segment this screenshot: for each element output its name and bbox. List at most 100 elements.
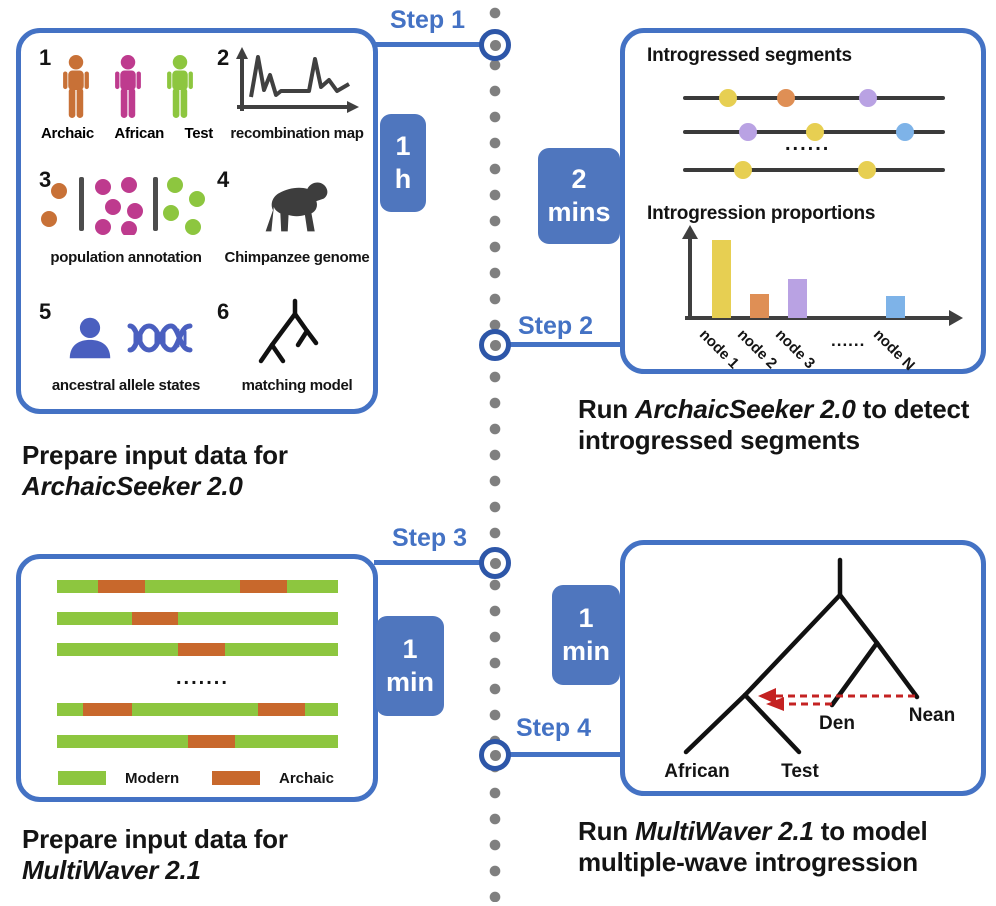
proportion-bar-blue	[886, 296, 905, 318]
tree-label-test: Test	[781, 761, 819, 782]
run-multiwaver-caption: Run MultiWaver 2.1 to model multiple-wav…	[578, 816, 928, 878]
run1-suffix: to detect	[855, 394, 970, 424]
tree-label-den: Den	[819, 713, 855, 734]
time-badge-2mins-unit: mins	[547, 197, 611, 227]
item2-number: 2	[217, 45, 230, 70]
time-badge-2mins: 2 mins	[538, 148, 620, 244]
prepare-archaicseeker-line2: ArchaicSeeker 2.0	[22, 471, 243, 501]
run1-prefix: Run	[578, 394, 635, 424]
tree-label-nean: Nean	[908, 705, 956, 726]
timeline-dotted-line	[489, 6, 501, 902]
chromosome-bar	[57, 580, 338, 593]
population-people-icons	[57, 55, 219, 119]
archaic-segment	[132, 612, 178, 625]
proportion-bar-label: node 3	[771, 326, 819, 373]
step3-marker-dot	[489, 557, 501, 569]
run2-suffix: to model	[813, 816, 928, 846]
segment-dot-blue	[896, 123, 914, 141]
segment-dot-yellow	[806, 123, 824, 141]
recombination-map-icon	[236, 47, 359, 113]
archaicseeker-output-box: Introgressed segments ...... Introgressi…	[620, 28, 986, 374]
connector-step2	[510, 342, 622, 347]
proportion-bar-label: node 1	[695, 326, 743, 373]
segment-dot-yellow	[858, 161, 876, 179]
chromosome-ellipsis: .......	[176, 667, 229, 689]
segment-dot-yellow	[734, 161, 752, 179]
step1-marker-circle	[479, 29, 511, 61]
archaic-legend-swatch	[212, 771, 260, 785]
archaic-segment	[258, 703, 305, 716]
prepare-archaicseeker-caption: Prepare input data for ArchaicSeeker 2.0	[22, 440, 288, 502]
prepare-archaicseeker-line1: Prepare input data for	[22, 440, 288, 470]
proportion-bar-orange	[750, 294, 769, 318]
item6-number: 6	[217, 299, 230, 324]
run-archaicseeker-line1: Run ArchaicSeeker 2.0 to detect	[578, 394, 969, 425]
proportions-x-axis	[685, 316, 951, 320]
run-archaicseeker-line2: introgressed segments	[578, 425, 860, 455]
chromosome-bar	[57, 643, 338, 656]
step4-marker-dot	[489, 749, 501, 761]
prepare-multiwaver-caption: Prepare input data for MultiWaver 2.1	[22, 824, 288, 886]
test-person-icon	[167, 55, 193, 118]
step3-marker-circle	[479, 547, 511, 579]
proportion-bar-purple	[788, 279, 807, 318]
run2-prefix: Run	[578, 816, 635, 846]
time-badge-1min-right: 1 min	[552, 585, 620, 685]
step4-marker-circle	[479, 739, 511, 771]
proportions-x-axis-arrow	[949, 310, 963, 326]
dna-icon	[127, 323, 193, 353]
chromosome-bar	[57, 703, 338, 716]
segment-line	[683, 96, 945, 100]
run-multiwaver-line2: multiple-wave introgression	[578, 847, 918, 877]
proportions-y-axis	[688, 237, 692, 318]
modern-legend-label: Modern	[125, 770, 180, 787]
time-badge-1min-right-value: 1	[578, 603, 594, 633]
connector-step1	[374, 42, 480, 47]
input-data-box: 1 Archaic African Test 2	[16, 28, 378, 414]
multiwaver-input-box: ....... Modern Archaic	[16, 554, 378, 802]
time-badge-1h-value: 1	[395, 131, 411, 161]
connector-step3	[374, 560, 480, 565]
den-introgression-arrowhead	[766, 697, 784, 711]
item3-number: 3	[39, 167, 52, 192]
modern-legend-swatch	[58, 771, 106, 785]
run2-app-name: MultiWaver 2.1	[634, 816, 814, 846]
step3-label: Step 3	[392, 524, 468, 552]
proportion-bar-label: node 2	[733, 326, 781, 373]
item5-number: 5	[39, 299, 52, 324]
step2-marker-circle	[479, 329, 511, 361]
archaic-label: Archaic	[41, 125, 94, 142]
step1-label: Step 1	[390, 6, 466, 34]
population-people-labels: Archaic African Test	[41, 125, 213, 142]
african-person-icon	[115, 55, 141, 118]
time-badge-1min-right-unit: min	[561, 636, 610, 666]
test-label: Test	[184, 125, 213, 142]
time-badge-1min-left-value: 1	[402, 634, 418, 664]
time-badge-1min-left: 1 min	[376, 616, 444, 716]
time-badge-1h: 1 h	[380, 114, 426, 212]
run-multiwaver-line1: Run MultiWaver 2.1 to model	[578, 816, 928, 847]
segment-line	[683, 168, 945, 172]
segments-ellipsis: ......	[785, 133, 831, 155]
chromosome-bar	[57, 612, 338, 625]
run-archaicseeker-caption: Run ArchaicSeeker 2.0 to detect introgre…	[578, 394, 969, 456]
step1-marker-dot	[489, 39, 501, 51]
ancestral-person-icon	[69, 317, 111, 359]
matching-model-label: matching model	[241, 377, 353, 394]
segment-dot-yellow	[719, 89, 737, 107]
connector-step4	[510, 752, 622, 757]
recombination-map-label: recombination map	[230, 125, 364, 142]
prepare-multiwaver-line2: MultiWaver 2.1	[22, 855, 201, 885]
admixture-tree-box: African Test Den Nean	[620, 540, 986, 796]
ancestral-allele-states-label: ancestral allele states	[51, 377, 201, 394]
nean-introgression-arrowhead	[758, 688, 776, 704]
population-annotation-icon	[41, 177, 205, 235]
time-badge-1min-left-unit: min	[385, 667, 434, 697]
chimpanzee-genome-label: Chimpanzee genome	[224, 249, 370, 266]
proportion-bar-yellow	[712, 240, 731, 318]
archaic-person-icon	[63, 55, 89, 118]
archaic-segment	[83, 703, 132, 716]
time-badge-1h-unit: h	[394, 164, 412, 194]
proportion-bar-label: node N	[869, 326, 918, 374]
tree-label-african: African	[664, 761, 730, 782]
